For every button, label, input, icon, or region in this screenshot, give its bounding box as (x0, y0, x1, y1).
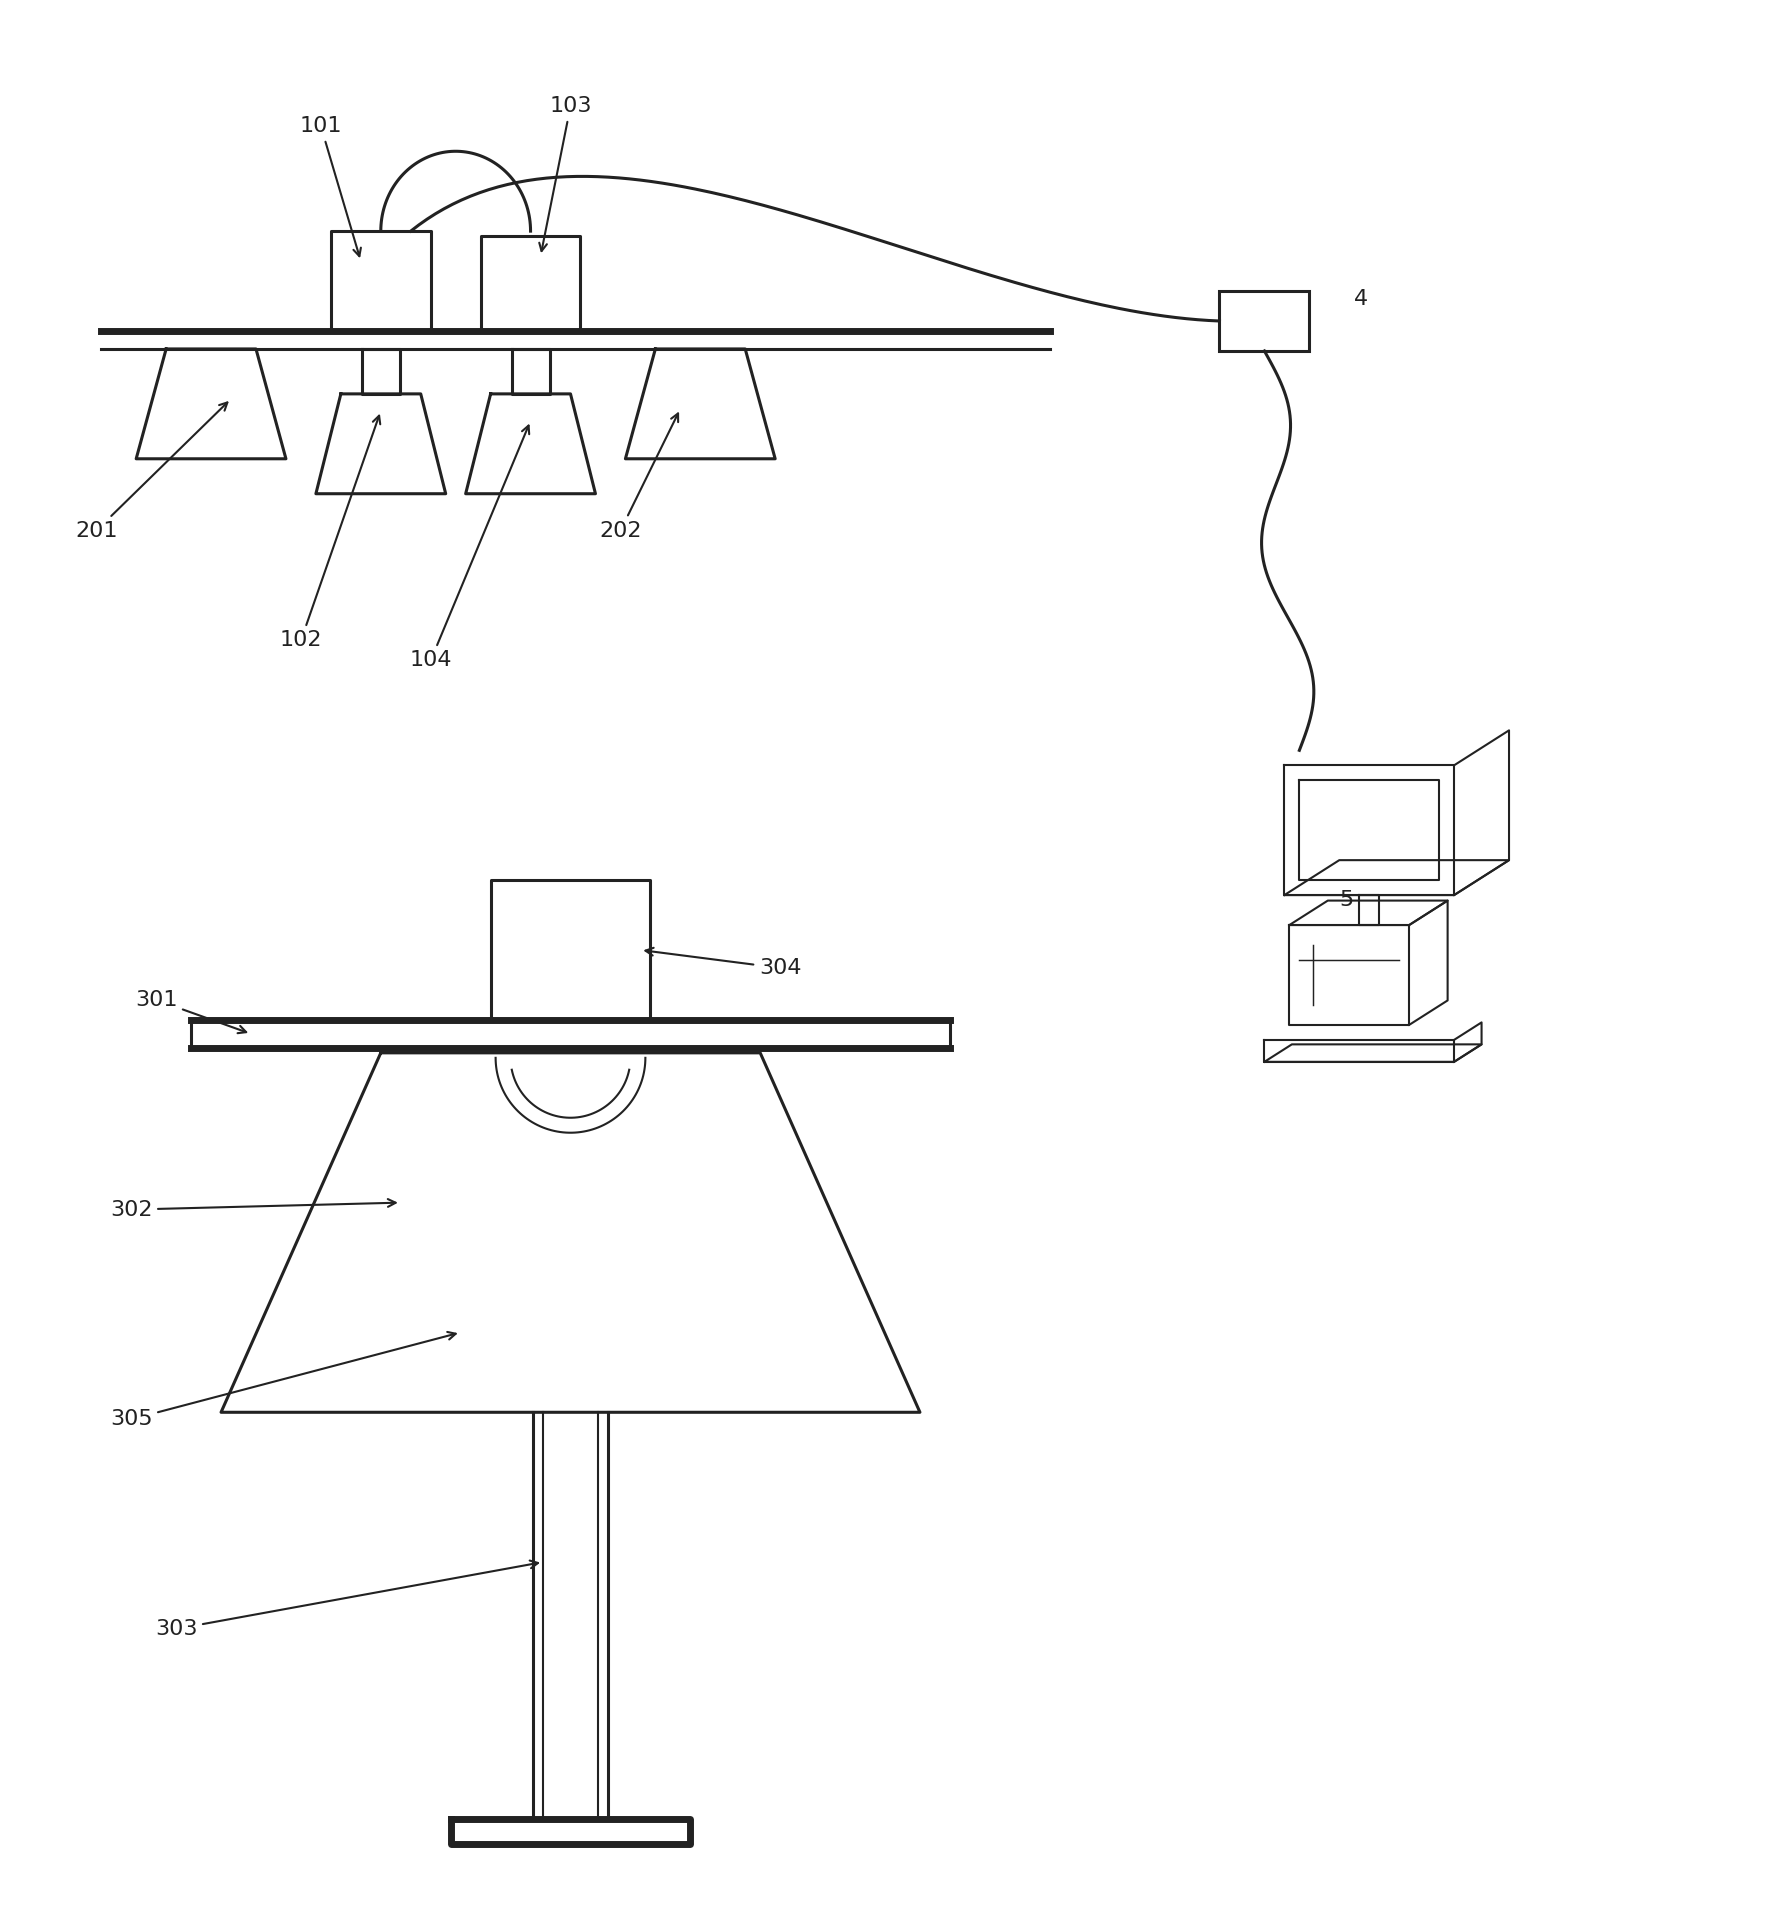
Text: 303: 303 (154, 1561, 537, 1640)
Text: 4: 4 (1355, 289, 1369, 310)
Text: 304: 304 (645, 948, 801, 978)
Text: 102: 102 (280, 417, 379, 650)
Text: 101: 101 (300, 117, 362, 256)
Text: 5: 5 (1339, 891, 1353, 910)
Text: 103: 103 (539, 96, 592, 250)
Bar (1220, 290, 1308, 352)
Text: 302: 302 (110, 1198, 395, 1219)
Text: 301: 301 (135, 990, 246, 1034)
Text: 201: 201 (74, 403, 227, 541)
Text: 104: 104 (410, 426, 528, 671)
Text: 305: 305 (110, 1332, 456, 1429)
Text: 202: 202 (599, 413, 677, 541)
